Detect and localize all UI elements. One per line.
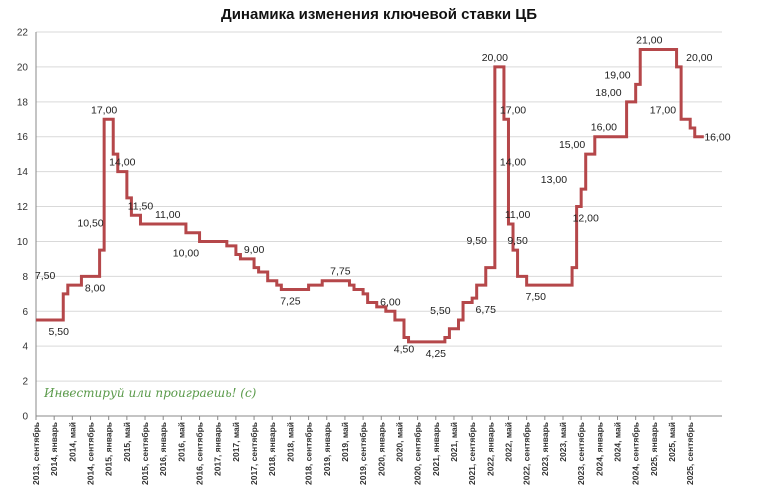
data-label: 9,00 — [244, 244, 265, 256]
y-tick-label: 4 — [22, 342, 28, 353]
data-label: 6,00 — [380, 296, 401, 308]
x-tick-label: 2016, сентябрь — [195, 422, 205, 485]
x-tick-label: 2019, январь — [322, 422, 332, 476]
x-tick-label: 2024, январь — [594, 422, 604, 476]
data-label: 8,00 — [85, 282, 106, 294]
x-tick-label: 2018, май — [285, 422, 295, 462]
data-label: 20,00 — [686, 52, 712, 64]
data-label: 7,25 — [280, 295, 301, 307]
y-tick-label: 18 — [17, 97, 29, 108]
x-tick-label: 2021, май — [449, 422, 459, 462]
data-label: 16,00 — [591, 122, 617, 134]
x-tick-label: 2020, сентябрь — [413, 422, 423, 485]
data-label: 20,00 — [482, 52, 508, 64]
x-tick-label: 2024, май — [613, 422, 623, 462]
data-label: 15,00 — [559, 139, 585, 151]
data-label: 10,00 — [173, 247, 199, 259]
data-label: 17,00 — [500, 104, 526, 116]
label-layer: 7,505,5010,508,0017,0014,0011,5011,0010,… — [35, 34, 731, 359]
data-label: 4,25 — [426, 348, 447, 360]
data-label: 7,50 — [526, 291, 547, 303]
x-tick-label: 2021, сентябрь — [467, 422, 477, 485]
line-layer — [36, 47, 704, 344]
data-label: 17,00 — [91, 104, 117, 116]
x-tick-label: 2019, май — [340, 422, 350, 462]
x-tick-label: 2025, январь — [649, 422, 659, 476]
data-label: 11,00 — [155, 209, 181, 221]
x-tick-label: 2014, май — [67, 422, 77, 462]
data-label: 12,00 — [573, 213, 599, 225]
data-label: 6,75 — [476, 304, 497, 316]
x-tick-label: 2025, сентябрь — [685, 422, 695, 485]
data-label: 14,00 — [109, 157, 135, 169]
data-label: 10,50 — [77, 218, 103, 230]
chart-title: Динамика изменения ключевой ставки ЦБ — [221, 6, 537, 23]
x-tick-label: 2023, май — [558, 422, 568, 462]
x-tick-label: 2023, сентябрь — [576, 422, 586, 485]
x-tick-label: 2017, май — [231, 422, 241, 462]
data-label: 14,00 — [500, 157, 526, 169]
x-tick-label: 2023, январь — [540, 422, 550, 476]
y-tick-label: 2 — [22, 377, 28, 388]
x-tick-label: 2022, сентябрь — [522, 422, 532, 485]
x-tick-label: 2021, январь — [431, 422, 441, 476]
x-tick-label: 2013, сентябрь — [31, 422, 41, 485]
data-label: 21,00 — [636, 34, 662, 46]
data-label: 5,50 — [430, 305, 451, 317]
x-tick-label: 2017, январь — [213, 422, 223, 476]
data-label: 4,50 — [394, 343, 415, 355]
data-label: 11,50 — [128, 200, 154, 212]
grid-layer — [36, 31, 722, 417]
x-tick-label: 2020, май — [394, 422, 404, 462]
data-label: 19,00 — [604, 69, 630, 81]
watermark-text: Инвестируй или проиграешь! (с) — [43, 386, 257, 400]
y-tick-label: 8 — [22, 272, 28, 283]
y-tick-label: 12 — [17, 202, 29, 213]
x-tick-label: 2022, май — [503, 422, 513, 462]
x-tick-label: 2018, сентябрь — [304, 422, 314, 485]
x-tick-label: 2017, сентябрь — [249, 422, 259, 485]
data-label: 18,00 — [595, 87, 621, 99]
x-tick-label: 2019, сентябрь — [358, 422, 368, 485]
data-label: 9,50 — [466, 235, 487, 247]
x-tick-label: 2015, сентябрь — [140, 422, 150, 485]
data-label: 13,00 — [541, 174, 567, 186]
x-tick-label: 2020, январь — [376, 422, 386, 476]
data-label: 9,50 — [507, 235, 528, 247]
data-label: 11,00 — [505, 209, 531, 221]
x-tick-label: 2025, май — [667, 422, 677, 462]
x-tick-label: 2015, январь — [104, 422, 114, 476]
data-label: 16,00 — [704, 132, 730, 144]
y-tick-label: 10 — [17, 237, 29, 248]
x-tick-label: 2024, сентябрь — [631, 422, 641, 485]
y-tick-label: 14 — [17, 167, 29, 178]
x-tick-label: 2014, январь — [49, 422, 59, 476]
data-label: 7,75 — [330, 266, 351, 278]
x-tick-label: 2015, май — [122, 422, 132, 462]
data-label: 5,50 — [48, 326, 69, 338]
y-tick-label: 16 — [17, 132, 29, 143]
data-label: 17,00 — [650, 104, 676, 116]
x-tick-label: 2022, январь — [485, 422, 495, 476]
data-label: 7,50 — [35, 270, 56, 282]
axis-layer: 0 2 4 6 8 10 12 14 16 18 20 22 2013, сентябрь 2014, я… — [17, 28, 695, 486]
x-tick-label: 2016, май — [176, 422, 186, 462]
y-tick-label: 22 — [17, 28, 29, 39]
y-tick-label: 0 — [22, 412, 28, 423]
rate-series-line — [36, 47, 704, 344]
x-tick-label: 2014, сентябрь — [86, 422, 96, 485]
x-tick-label: 2018, январь — [267, 422, 277, 476]
x-tick-label: 2016, январь — [158, 422, 168, 476]
y-tick-label: 20 — [17, 62, 29, 73]
y-tick-label: 6 — [22, 307, 28, 318]
